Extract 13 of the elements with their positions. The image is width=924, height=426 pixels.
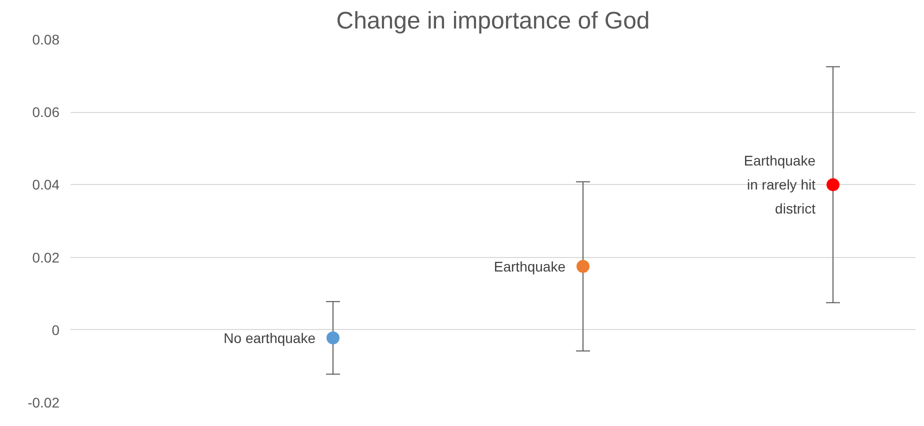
- y-tick-label: 0.04: [32, 176, 60, 193]
- data-label: Earthquake in rarely hit district: [744, 152, 816, 217]
- data-label: Earthquake: [494, 258, 566, 274]
- y-tick-label: 0: [52, 322, 60, 338]
- y-tick-label: 0.02: [32, 249, 60, 266]
- data-label: No earthquake: [224, 330, 316, 346]
- chart-title: Change in importance of God: [336, 8, 650, 34]
- point: [826, 178, 840, 192]
- point: [576, 260, 590, 273]
- point: [326, 331, 340, 344]
- y-tick-label: -0.02: [28, 394, 60, 410]
- y-tick-label: 0.08: [32, 32, 60, 48]
- y-tick-label: 0.06: [32, 104, 60, 120]
